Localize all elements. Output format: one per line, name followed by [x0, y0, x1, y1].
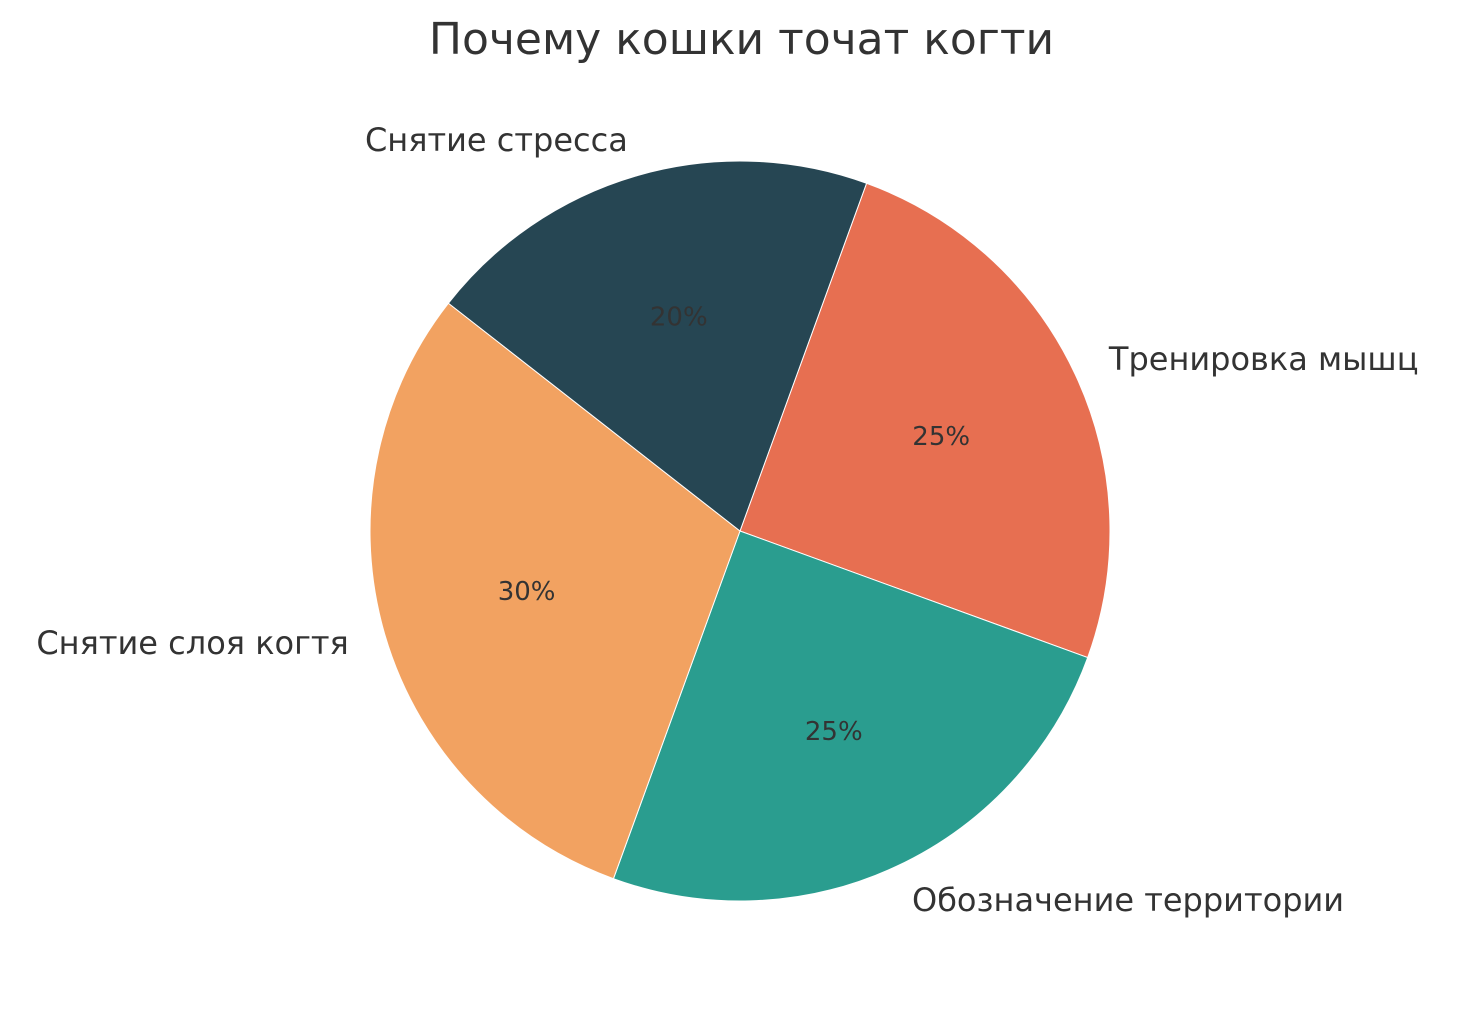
slice-percent-label: 30%: [498, 577, 556, 607]
slice-percent-label: 25%: [912, 422, 970, 452]
pie-category-labels: Тренировка мышц Обозначение территории Сня…: [36, 121, 1418, 919]
chart-title: Почему кошки точат когти: [428, 14, 1055, 65]
pie-slice: [612, 530, 1089, 902]
slice-category-label: Обозначение территории: [912, 881, 1344, 919]
slice-category-label: Снятие стресса: [365, 121, 628, 159]
slice-category-label: Тренировка мышц: [1108, 340, 1419, 378]
slice-percent-label: 25%: [805, 717, 863, 747]
pie-percent-labels: 25% 25% 30% 20%: [498, 303, 970, 748]
pie-slice: [447, 160, 868, 532]
pie-slice: [739, 182, 1111, 659]
slice-category-label: Снятие слоя когтя: [36, 624, 348, 662]
pie-slice: [369, 302, 741, 880]
pie-slices: [369, 160, 1111, 902]
slice-percent-label: 20%: [650, 303, 708, 333]
